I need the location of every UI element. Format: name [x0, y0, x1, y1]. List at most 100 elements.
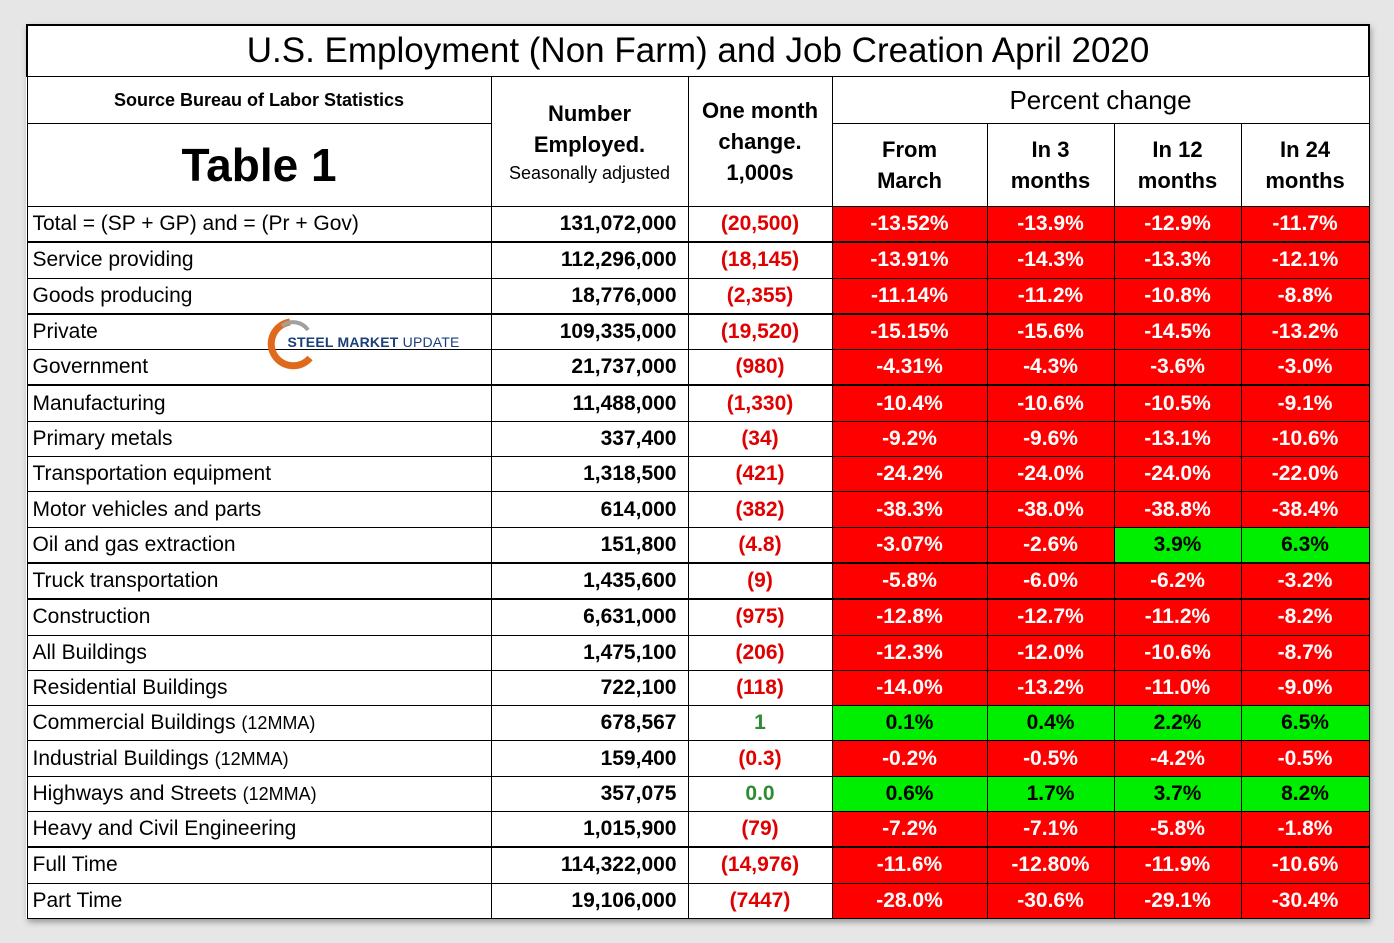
pct-from-march-cell: -11.14% — [831, 277, 988, 315]
row-label: Government — [32, 355, 149, 379]
pct-from-march-cell: 0.1% — [831, 705, 988, 742]
table-row: Truck transportation 1,435,600 (9) -5.8% -6.… — [26, 561, 1370, 600]
header-number-line2: Employed. — [533, 131, 646, 157]
pct-in12-cell: -29.1% — [1113, 882, 1242, 919]
table-row: All Buildings 1,475,100 (206) -12.3% -12.0% -… — [26, 634, 1370, 671]
pct-from-march-cell: -7.2% — [831, 811, 988, 848]
row-label-cell: Goods producing — [26, 277, 492, 315]
pct-in12-cell: -38.8% — [1113, 491, 1242, 528]
table-title: U.S. Employment (Non Farm) and Job Creat… — [25, 24, 1371, 77]
header-from-march-2: March — [877, 168, 942, 193]
logo-text-bold: STEEL MARKET — [287, 333, 399, 350]
pct-in12-cell: -13.3% — [1113, 241, 1242, 279]
row-label-cell: Oil and gas extraction — [26, 526, 492, 564]
row-label: Part Time — [32, 888, 123, 912]
pct-in24-cell: -38.4% — [1240, 491, 1370, 528]
pct-from-march-cell: -12.3% — [831, 634, 988, 671]
one-month-change-cell: (118) — [687, 669, 833, 707]
table-row: Highways and Streets (12MMA) 357,075 0.0 0.… — [26, 775, 1370, 813]
pct-in3-cell: -30.6% — [986, 882, 1115, 919]
pct-from-march-cell: -13.91% — [831, 241, 988, 279]
pct-from-march-cell: -24.2% — [831, 456, 988, 493]
pct-in24-cell: -10.6% — [1240, 846, 1370, 884]
row-label-cell: Primary metals — [26, 420, 492, 458]
logo-text-light: UPDATE — [402, 333, 460, 350]
employed-cell: 6,631,000 — [490, 598, 689, 636]
row-label-cell: Manufacturing — [26, 384, 492, 422]
pct-in12-cell: -11.2% — [1113, 598, 1242, 636]
one-month-change-cell: (980) — [687, 349, 833, 386]
pct-in3-cell: -12.7% — [986, 598, 1115, 636]
pct-in3-cell: -13.2% — [986, 669, 1115, 707]
employed-cell: 114,322,000 — [490, 846, 689, 884]
row-label-cell: Full Time — [26, 846, 492, 884]
pct-in24-cell: -3.2% — [1240, 561, 1370, 600]
one-month-change-cell: (382) — [687, 491, 833, 528]
pct-from-march-cell: 0.6% — [831, 775, 988, 813]
pct-in12-cell: -6.2% — [1113, 561, 1242, 600]
row-label-cell: Commercial Buildings (12MMA) — [26, 705, 492, 742]
logo-text: STEEL MARKET UPDATE — [288, 334, 460, 350]
table-row: Construction 6,631,000 (975) -12.8% -12.7% -1… — [26, 598, 1370, 636]
pct-in3-cell: -24.0% — [986, 456, 1115, 493]
header-in-3-months: In 3 months — [986, 123, 1115, 207]
pct-in12-cell: -10.5% — [1113, 384, 1242, 422]
pct-in12-cell: -3.6% — [1113, 349, 1242, 386]
header-number-employed: Number Employed. Seasonally adjusted — [490, 76, 689, 207]
row-label-cell: Private STEEL MARKET UPDATE — [26, 312, 492, 370]
pct-from-march-cell: -9.2% — [831, 420, 988, 458]
pct-in12-cell: -13.1% — [1113, 420, 1242, 458]
pct-in3-cell: 1.7% — [986, 775, 1115, 813]
pct-in12-cell: -4.2% — [1113, 740, 1242, 777]
header-number-line1: Number — [547, 100, 632, 126]
pct-in3-cell: -7.1% — [986, 811, 1115, 848]
table-row: Commercial Buildings (12MMA) 678,567 1 0.1%… — [26, 705, 1370, 742]
header-in12-2: months — [1137, 168, 1218, 193]
header-in3-1: In 3 — [1031, 137, 1070, 162]
table-row: Total = (SP + GP) and = (Pr + Gov) 131,07… — [26, 206, 1370, 243]
row-label: Truck transportation — [32, 569, 219, 593]
row-label: All Buildings — [32, 640, 147, 664]
row-label-cell: Total = (SP + GP) and = (Pr + Gov) — [26, 206, 492, 243]
pct-in12-cell: -11.0% — [1113, 669, 1242, 707]
pct-in12-cell: -12.9% — [1113, 206, 1242, 243]
pct-in3-cell: 0.4% — [986, 705, 1115, 742]
header-percent-change: Percent change — [831, 76, 1370, 124]
row-label-cell: All Buildings — [26, 634, 492, 671]
employed-cell: 109,335,000 — [490, 312, 689, 351]
pct-in24-cell: -22.0% — [1240, 456, 1370, 493]
row-label: Private — [32, 320, 98, 344]
table-row: Oil and gas extraction 151,800 (4.8) -3.07%… — [26, 526, 1370, 564]
pct-in12-cell: -5.8% — [1113, 811, 1242, 848]
employed-cell: 151,800 — [490, 526, 689, 564]
row-label: Full Time — [32, 853, 118, 877]
table-row: Service providing 112,296,000 (18,145) -13.… — [26, 241, 1370, 279]
employed-cell: 159,400 — [490, 740, 689, 777]
pct-in12-cell: -24.0% — [1113, 456, 1242, 493]
one-month-change-cell: (9) — [687, 561, 833, 600]
row-label-cell: Government — [26, 349, 492, 386]
one-month-change-cell: (975) — [687, 598, 833, 636]
one-month-change-cell: (421) — [687, 456, 833, 493]
pct-in3-cell: -6.0% — [986, 561, 1115, 600]
one-month-change-cell: (2,355) — [687, 277, 833, 315]
header-in-24-months: In 24 months — [1240, 123, 1370, 207]
row-label: Primary metals — [32, 426, 173, 450]
header-in12-1: In 12 — [1152, 137, 1203, 162]
employed-cell: 1,015,900 — [490, 811, 689, 848]
pct-in24-cell: -1.8% — [1240, 811, 1370, 848]
one-month-change-cell: (7447) — [687, 882, 833, 919]
table-row: Motor vehicles and parts 614,000 (382) -38.… — [26, 491, 1370, 528]
pct-from-march-cell: -4.31% — [831, 349, 988, 386]
pct-in24-cell: -8.2% — [1240, 598, 1370, 636]
pct-in12-cell: 3.7% — [1113, 775, 1242, 813]
header-change-line1: One month — [701, 98, 819, 123]
row-label-cell: Part Time — [26, 882, 492, 919]
row-label: Heavy and Civil Engineering — [32, 817, 297, 841]
employed-cell: 1,435,600 — [490, 561, 689, 600]
header-from-march: From March — [831, 123, 988, 207]
table-label: Table 1 — [26, 123, 492, 207]
row-label: Motor vehicles and parts — [32, 497, 262, 521]
pct-from-march-cell: -10.4% — [831, 384, 988, 422]
pct-in24-cell: 8.2% — [1240, 775, 1370, 813]
